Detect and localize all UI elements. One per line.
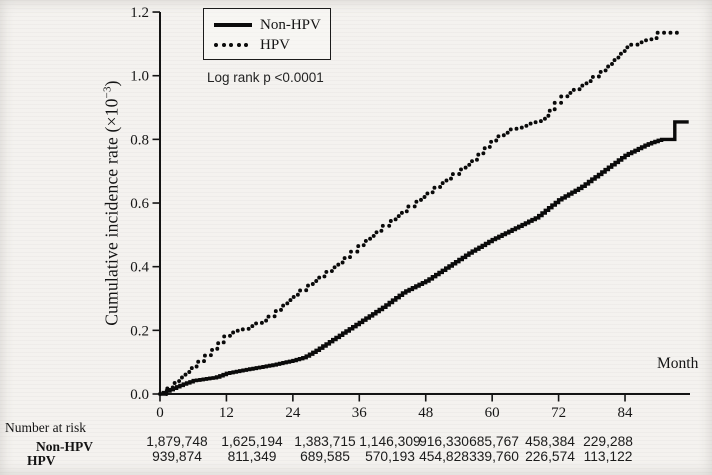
log-rank-p-annotation: Log rank p <0.0001 [207,70,324,85]
number-at-risk-value: 916,330 [419,434,469,449]
x-axis-title: Month [657,355,699,372]
x-tick-label: 48 [418,405,433,421]
x-tick-label: 12 [219,405,234,421]
number-at-risk-value: 1,625,194 [221,434,283,449]
x-tick-label: 60 [485,405,500,421]
number-at-risk-value: 458,384 [525,434,575,449]
y-tick-label: 0.2 [130,323,149,339]
solid-line-swatch-icon [214,23,252,27]
y-axis-title-close: ) [101,80,122,87]
legend-box: Non-HPV HPV [203,8,331,60]
curve-non-hpv [160,120,689,396]
y-tick-label: 0.4 [130,260,149,276]
legend-label-hpv: HPV [260,36,291,53]
number-at-risk-value: 685,767 [469,434,519,449]
y-tick-label: 0.0 [130,387,149,403]
number-at-risk-title: Number at risk [5,420,86,435]
number-at-risk-value: 339,760 [469,449,519,464]
y-tick-label: 1.0 [130,69,149,85]
number-at-risk-value: 939,874 [152,449,202,464]
y-tick-label: 0.8 [130,132,149,148]
x-tick-label: 72 [551,405,566,421]
number-at-risk-value: 570,193 [365,449,415,464]
number-at-risk-value: 689,585 [300,449,350,464]
number-at-risk-value: 229,288 [583,434,633,449]
number-at-risk-value: 454,828 [419,449,469,464]
x-tick-label: 24 [285,405,301,421]
y-tick-label: 1.2 [130,5,149,21]
x-tick-label: 84 [618,405,634,421]
number-at-risk-value: 1,383,715 [294,434,356,449]
x-tick-label: 0 [156,405,164,421]
dotted-line-swatch-icon [214,43,252,47]
number-at-risk-value: 1,146,309 [359,434,421,449]
y-axis-title: Cumulative incidence rate (×10−3) [102,80,123,325]
number-at-risk-row-label-hpv: HPV [27,453,56,468]
legend-item-non-hpv: Non-HPV [214,15,330,35]
legend-item-hpv: HPV [214,35,330,55]
y-axis-title-superscript: −3 [101,86,114,99]
number-at-risk-value: 226,574 [525,449,575,464]
x-tick-label: 36 [352,405,368,421]
y-tick-label: 0.6 [130,196,149,212]
number-at-risk-value: 1,879,748 [146,434,208,449]
number-at-risk-value: 811,349 [227,449,277,464]
curve-hpv [158,30,683,396]
legend-label-non-hpv: Non-HPV [260,16,321,33]
number-at-risk-value: 113,122 [583,449,633,464]
y-axis-title-text: Cumulative incidence rate (×10 [101,98,122,326]
number-at-risk-row-label-non-hpv: Non-HPV [36,439,93,454]
